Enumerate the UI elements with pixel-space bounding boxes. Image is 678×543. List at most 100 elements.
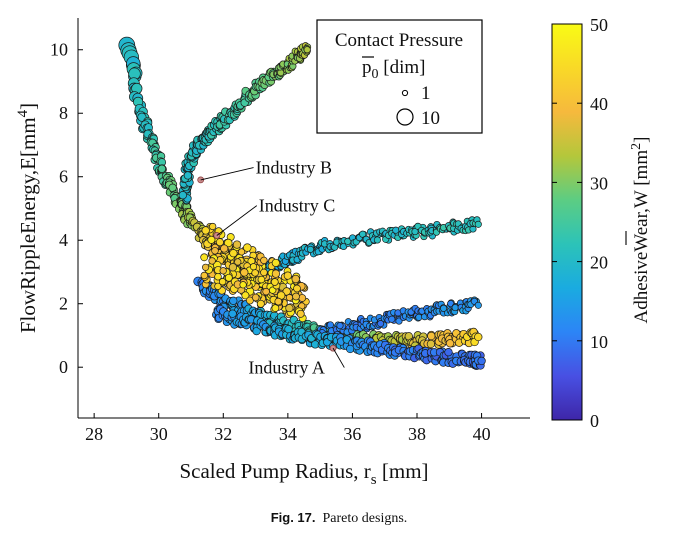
- size-legend: Contact Pressure p0 [dim] 1 10: [316, 19, 483, 134]
- x-tick-label: 38: [408, 424, 426, 444]
- data-point: [178, 191, 187, 200]
- data-point: [477, 356, 486, 366]
- size-legend-sub: 0: [372, 67, 379, 82]
- colorbar-tick-group: 0 10 20 30 40 50: [552, 15, 608, 431]
- y-axis-label: FlowRippleEnergy,E[mm4]: [15, 103, 40, 333]
- data-point: [303, 46, 311, 54]
- data-point: [293, 284, 301, 293]
- data-point: [157, 164, 167, 173]
- data-point: [214, 282, 222, 290]
- y-tick-label: 6: [59, 167, 68, 187]
- colorbar-label-sup: 2: [629, 143, 644, 150]
- y-tick-label: 0: [59, 357, 68, 377]
- y-tick-label: 8: [59, 103, 68, 123]
- y-tick-label: 2: [59, 294, 68, 314]
- size-legend-label-large: 10: [421, 108, 440, 129]
- data-point: [388, 315, 396, 323]
- annotation-label: Industry A: [248, 358, 325, 378]
- annotation-label: Industry B: [256, 158, 332, 178]
- x-tick-label: 30: [150, 424, 168, 444]
- data-point: [228, 263, 238, 272]
- colorbar-gradient: [551, 23, 583, 421]
- data-point: [234, 258, 242, 266]
- y-tick-label: 10: [50, 40, 68, 60]
- annotation-leader: [200, 167, 254, 181]
- data-point: [282, 287, 291, 296]
- data-point: [209, 222, 217, 231]
- data-point: [200, 253, 209, 262]
- data-point: [200, 271, 209, 280]
- data-point: [249, 263, 258, 271]
- colorbar-tick-label: 10: [590, 332, 608, 352]
- size-legend-marker-small: [401, 89, 409, 97]
- colorbar-tick-label: 0: [590, 411, 599, 431]
- x-tick-label: 36: [343, 424, 361, 444]
- data-point: [257, 275, 266, 284]
- colorbar-tick-label: 30: [590, 173, 608, 193]
- data-point: [215, 238, 224, 247]
- data-point: [220, 244, 229, 253]
- scatter-points: [118, 36, 486, 370]
- data-point: [239, 281, 247, 289]
- x-axis-label: Scaled Pump Radius, rs [mm]: [179, 459, 428, 488]
- figure-caption: Fig. 17. Pareto designs.: [0, 510, 678, 527]
- size-legend-marker-large: [396, 108, 414, 126]
- data-point: [228, 309, 237, 318]
- size-legend-title: Contact Pressure: [335, 30, 463, 51]
- size-legend-label-small: 1: [421, 83, 431, 104]
- data-point: [474, 301, 482, 309]
- data-point: [224, 238, 233, 248]
- data-point: [218, 278, 227, 286]
- data-point: [256, 299, 265, 308]
- data-point: [440, 304, 448, 312]
- data-point: [285, 294, 294, 302]
- x-axis-label-sub: s: [371, 472, 377, 488]
- data-point: [474, 220, 482, 228]
- data-point: [415, 313, 423, 321]
- data-point: [224, 273, 233, 282]
- data-point: [229, 296, 238, 305]
- data-point: [201, 226, 210, 235]
- annotation-leader: [332, 347, 345, 368]
- colorbar-label: AdhesiveWear,W [mm2]: [629, 137, 652, 324]
- colorbar-tick-label: 20: [590, 253, 608, 273]
- data-point: [260, 268, 268, 277]
- data-point: [283, 271, 292, 280]
- data-point: [251, 293, 260, 302]
- data-point: [392, 226, 400, 234]
- data-point: [270, 278, 279, 286]
- annotation-group: Industry A Industry B Industry C: [197, 158, 345, 378]
- data-point: [260, 256, 268, 265]
- data-point: [291, 274, 300, 284]
- figure-caption-text: Pareto designs.: [322, 511, 408, 526]
- data-point: [292, 292, 300, 301]
- y-axis-label-sup: 4: [15, 109, 31, 117]
- data-point: [243, 243, 252, 252]
- x-tick-label: 34: [279, 424, 297, 444]
- data-point: [444, 348, 453, 357]
- data-point: [296, 309, 305, 318]
- x-tick-label: 40: [473, 424, 491, 444]
- data-point: [474, 332, 483, 342]
- colorbar: 0 10 20 30 40 50 AdhesiveWear,W [mm2]: [551, 15, 652, 431]
- data-point: [306, 245, 315, 253]
- x-tick-label: 32: [214, 424, 232, 444]
- data-point: [326, 321, 334, 329]
- x-tick-label: 28: [85, 424, 103, 444]
- y-tick-group: 0 2 4 6 8 10: [50, 40, 83, 377]
- size-legend-subtitle: p0 [dim]: [362, 57, 425, 82]
- data-point: [285, 304, 294, 313]
- x-tick-group: 28 30 32 34 36 38 40: [85, 413, 491, 444]
- figure-caption-label: Fig. 17.: [270, 510, 316, 525]
- data-point: [183, 171, 193, 180]
- data-point: [271, 304, 280, 312]
- data-point: [252, 326, 261, 336]
- data-point: [211, 247, 219, 255]
- annotation-leader: [216, 205, 258, 236]
- data-point: [229, 249, 238, 258]
- data-point: [238, 248, 246, 256]
- data-point: [427, 331, 436, 341]
- data-point: [251, 269, 259, 277]
- data-point: [207, 235, 216, 244]
